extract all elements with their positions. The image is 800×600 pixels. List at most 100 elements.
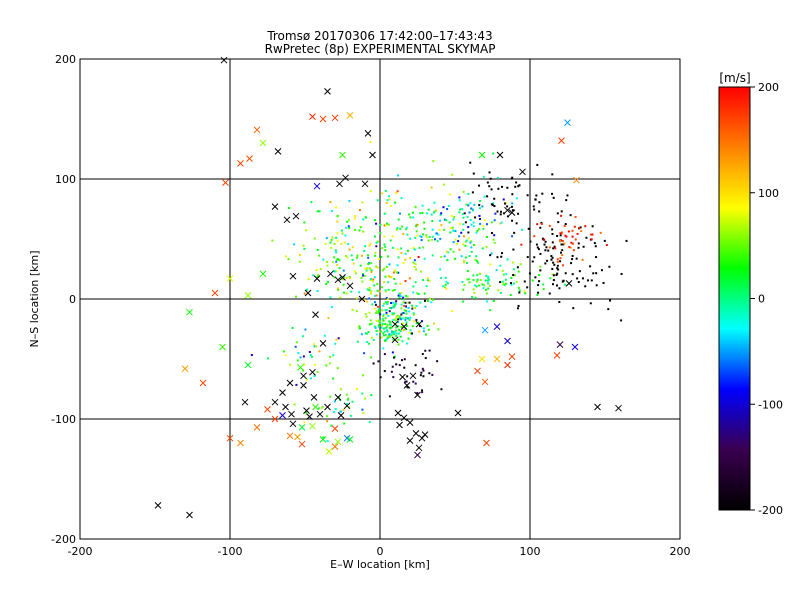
data-point-dot: [560, 243, 563, 246]
data-point-dot: [388, 198, 391, 201]
data-point-dot: [492, 152, 495, 155]
data-point-dot: [312, 274, 315, 277]
data-point-dot: [302, 355, 305, 358]
data-point-dot: [400, 247, 403, 250]
data-point-dot: [416, 392, 419, 395]
data-point-dot: [445, 287, 448, 290]
data-point-dot: [348, 248, 351, 251]
data-point-dot: [316, 248, 319, 251]
data-point-dot: [408, 277, 411, 280]
data-point-cross: [289, 420, 297, 428]
data-point-dot: [481, 283, 484, 286]
data-point-dot: [382, 314, 385, 317]
data-point-dot: [310, 355, 313, 358]
data-point-dot: [562, 264, 565, 267]
data-point-dot: [384, 275, 387, 278]
data-point-dot: [510, 283, 513, 286]
data-point-dot: [440, 224, 443, 227]
data-point-dot: [485, 300, 488, 303]
data-point-dot: [295, 383, 298, 386]
data-point-dot: [378, 320, 381, 323]
data-point-dot: [412, 380, 415, 383]
data-point-dot: [383, 330, 386, 333]
data-point-dot: [551, 256, 554, 259]
data-point-dot: [393, 355, 396, 358]
data-point-dot: [382, 327, 385, 330]
data-point-dot: [436, 240, 439, 243]
data-point-dot: [487, 282, 490, 285]
data-point-dot: [550, 258, 553, 261]
data-point-dot: [424, 305, 427, 308]
data-point-cross: [316, 410, 324, 418]
data-point-dot: [398, 293, 401, 296]
data-point-dot: [475, 231, 478, 234]
data-point-dot: [461, 208, 464, 211]
data-point-dot: [457, 240, 460, 243]
data-point-dot: [360, 254, 363, 257]
data-point-dot: [536, 163, 539, 166]
data-point-dot: [316, 371, 319, 374]
data-point-dot: [305, 410, 308, 413]
data-point-dot: [516, 266, 519, 269]
data-point-cross: [288, 410, 295, 418]
data-point-dot: [421, 204, 424, 207]
data-point-dot: [505, 273, 508, 276]
data-point-dot: [381, 247, 384, 250]
data-point-cross: [369, 151, 376, 159]
data-point-dot: [416, 234, 419, 237]
data-point-dot: [499, 291, 502, 294]
data-point-dot: [574, 238, 577, 241]
data-point-dot: [250, 354, 253, 357]
data-point-dot: [544, 262, 547, 265]
data-point-dot: [318, 210, 321, 213]
data-point-dot: [437, 328, 440, 331]
data-point-dot: [354, 272, 357, 275]
data-point-dot: [417, 256, 420, 259]
data-point-dot: [477, 284, 480, 287]
data-point-dot: [324, 242, 327, 245]
chart-title-line1: Tromsø 20170306 17:42:00–17:43:43: [266, 29, 492, 43]
data-point-dot: [303, 221, 306, 224]
data-point-dot: [303, 421, 306, 424]
data-point-dot: [544, 240, 547, 243]
data-point-dot: [592, 272, 595, 275]
data-point-dot: [584, 285, 587, 288]
data-point-dot: [333, 256, 336, 259]
data-point-dot: [585, 236, 588, 239]
data-point-dot: [556, 234, 559, 237]
x-axis-ticks: -200 -100 0 100 200: [68, 59, 691, 558]
data-point-dot: [542, 283, 545, 286]
data-point-dot: [338, 259, 341, 262]
data-point-cross: [415, 320, 423, 328]
data-point-dot: [318, 254, 321, 257]
data-point-dot: [323, 334, 326, 337]
data-point-dot: [407, 249, 410, 252]
data-point-dot: [449, 193, 452, 196]
data-point-dot: [511, 209, 514, 212]
data-point-dot: [326, 415, 329, 418]
data-point-cross: [478, 151, 486, 159]
data-point-dot: [442, 285, 445, 288]
data-point-dot: [368, 244, 371, 247]
data-point-dot: [399, 335, 402, 338]
data-point-dot: [395, 329, 398, 332]
data-point-dot: [333, 276, 336, 279]
data-point-dot: [537, 248, 540, 251]
data-point-dot: [535, 243, 538, 246]
data-point-dot: [340, 388, 343, 391]
data-point-dot: [449, 231, 452, 234]
data-point-dot: [488, 171, 491, 174]
data-point-cross: [304, 289, 312, 297]
data-point-dot: [383, 235, 386, 238]
data-point-dot: [414, 248, 417, 251]
data-point-dot: [531, 260, 534, 263]
data-point-dot: [415, 225, 418, 228]
data-point-cross: [346, 282, 354, 290]
data-point-dot: [397, 294, 400, 297]
data-point-dot: [395, 271, 398, 274]
data-point-cross: [294, 433, 301, 441]
data-point-dot: [497, 187, 500, 190]
data-point-dot: [395, 332, 398, 335]
data-point-dot: [565, 199, 568, 202]
data-point-dot: [437, 233, 440, 236]
